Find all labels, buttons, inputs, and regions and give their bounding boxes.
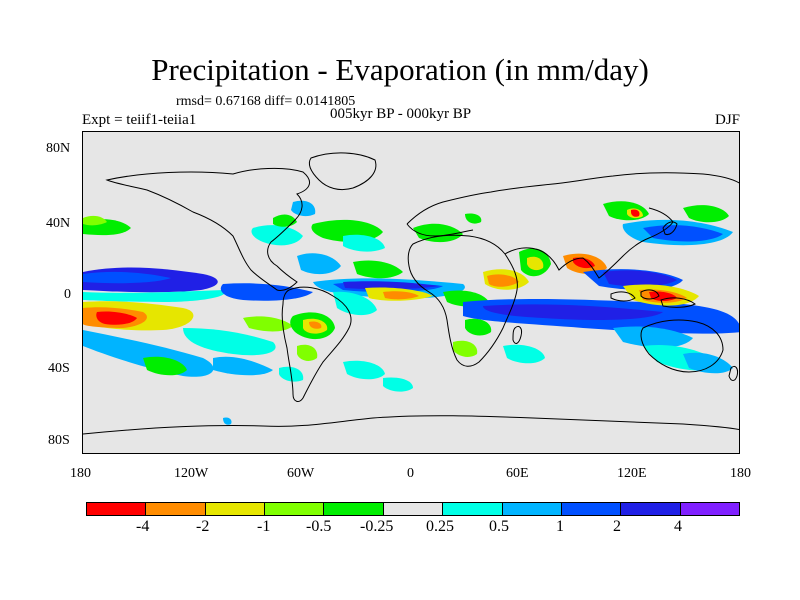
colorbar-swatch — [502, 503, 562, 515]
stats-text: rmsd= 0.67168 diff= 0.0141805 — [176, 94, 356, 109]
colorbar — [86, 502, 740, 516]
x-tick-120e: 120E — [617, 466, 647, 481]
x-tick-180w: 180 — [70, 466, 91, 481]
colorbar-swatch — [680, 503, 739, 515]
colorbar-label: 0.25 — [426, 518, 454, 535]
season-label: DJF — [714, 112, 740, 128]
y-tick-40s: 40S — [48, 361, 70, 376]
map-panel — [82, 131, 740, 454]
colorbar-swatch — [383, 503, 444, 515]
colorbar-label: 2 — [613, 518, 621, 535]
colorbar-label: -0.5 — [306, 518, 332, 535]
colorbar-label: 1 — [556, 518, 564, 535]
x-tick-60e: 60E — [506, 466, 529, 481]
y-tick-80n: 80N — [46, 141, 71, 156]
anomaly-field — [83, 200, 739, 425]
coastlines — [83, 152, 739, 435]
colorbar-swatch — [621, 503, 681, 515]
period-label: 005kyr BP - 000kyr BP — [330, 106, 472, 122]
colorbar-swatch — [265, 503, 325, 515]
plot-title: Precipitation - Evaporation (in mm/day) — [151, 52, 649, 87]
y-tick-40n: 40N — [46, 216, 71, 231]
colorbar-label: 0.5 — [489, 518, 509, 535]
colorbar-swatch — [205, 503, 266, 515]
colorbar-label: -1 — [257, 518, 271, 535]
y-tick-80s: 80S — [48, 433, 70, 448]
x-tick-180e: 180 — [730, 466, 751, 481]
colorbar-label: 4 — [674, 518, 682, 535]
y-tick-0: 0 — [64, 287, 71, 302]
map-svg — [83, 132, 739, 453]
x-tick-0: 0 — [407, 466, 414, 481]
x-tick-60w: 60W — [287, 466, 315, 481]
colorbar-swatch — [561, 503, 622, 515]
colorbar-swatch — [87, 503, 147, 515]
experiment-label: Expt = teiif1-teiia1 — [82, 112, 197, 128]
colorbar-swatch — [443, 503, 503, 515]
colorbar-label: -4 — [136, 518, 150, 535]
colorbar-label: -0.25 — [360, 518, 394, 535]
colorbar-label: -2 — [196, 518, 210, 535]
x-tick-120w: 120W — [174, 466, 209, 481]
colorbar-swatch — [324, 503, 384, 515]
colorbar-swatch — [146, 503, 206, 515]
